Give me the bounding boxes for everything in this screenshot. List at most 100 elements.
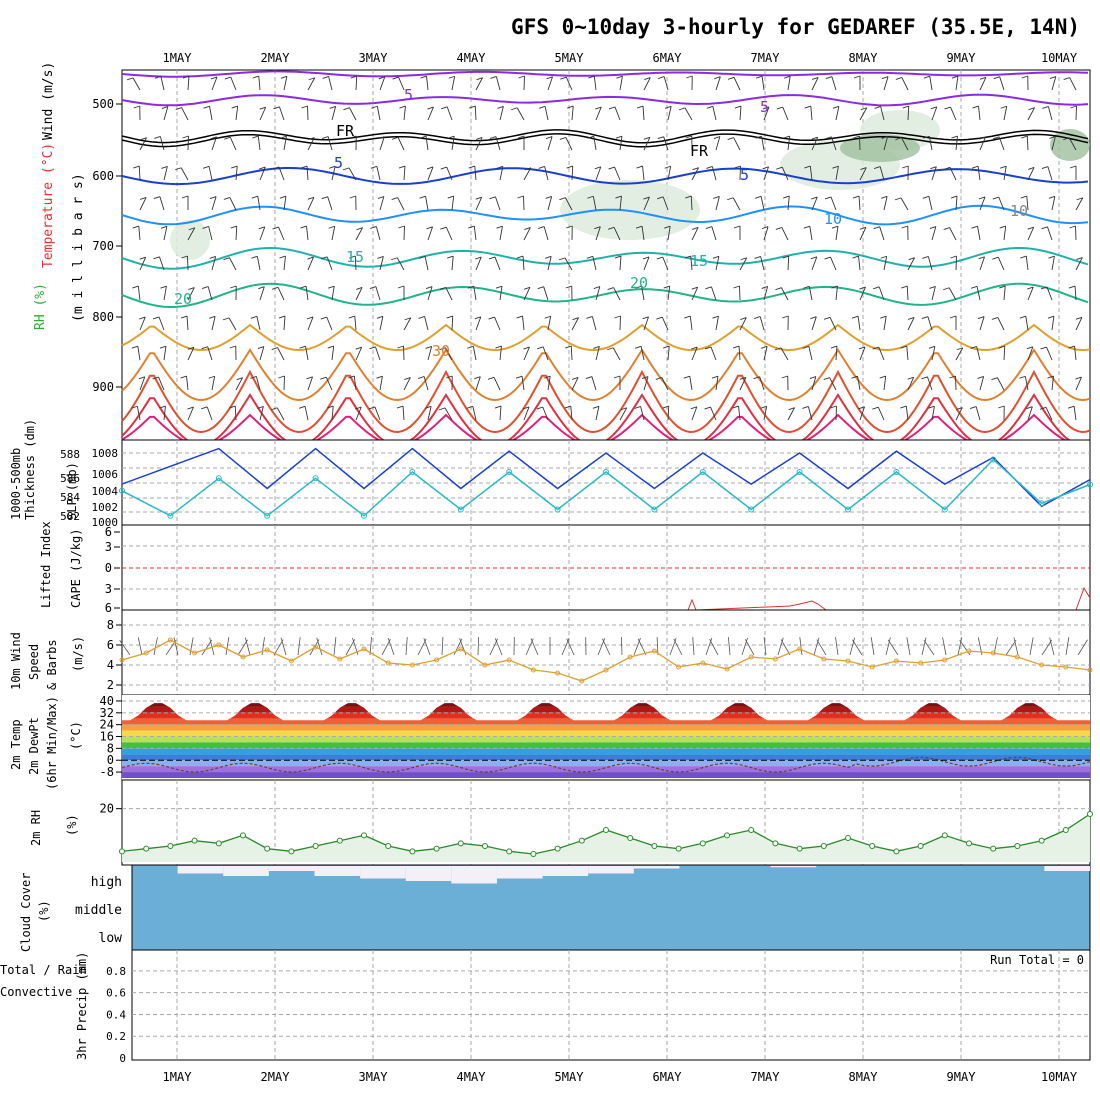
wind-barb: [715, 136, 721, 151]
wind-barb: [662, 256, 669, 271]
wind-barb-flag: [391, 136, 399, 140]
wind-barb: [276, 407, 285, 421]
wind-barb-flag: [951, 135, 958, 139]
wind-barb-flag: [930, 106, 937, 110]
upper-air-panel: 500 600 700 800 900 5 FR 5 5 10 15 15 20 20 30 5 FR 10 R…: [33, 62, 1091, 447]
wind-barb-flag: [999, 225, 1006, 229]
wind-barb-flag: [278, 375, 285, 379]
wind-barb: [732, 197, 741, 211]
wind-barb-flag: [734, 105, 742, 109]
wind-barb-flag: [355, 406, 362, 410]
wind-barb-flag: [587, 135, 594, 139]
wind-barb-flag: [446, 315, 453, 319]
y-tick-label: 8: [107, 618, 114, 632]
precip-panel: 0.8 0.6 0.4 0.2 0 Run Total = 0 Total / Rain…: [0, 949, 1091, 1065]
wind10-barb: [887, 639, 899, 656]
wind-barb-flag: [329, 165, 336, 169]
wind10-barb: [957, 637, 963, 656]
wind-barb-flag: [832, 165, 839, 169]
wind-barb-flag: [860, 167, 867, 170]
wind-barb: [353, 376, 357, 391]
wind-barb: [997, 317, 1005, 331]
wind-barb-flag: [544, 375, 551, 379]
wind-barb: [259, 406, 264, 421]
wind-barb: [565, 137, 573, 151]
wind-barb-flag: [159, 345, 167, 349]
contour-temp: [121, 70, 1089, 78]
wind-barb: [859, 286, 866, 301]
wind-barb: [473, 286, 477, 301]
y-tick-label: 40: [100, 694, 114, 708]
wind-barb-flag: [1042, 106, 1049, 109]
wind10-barb: [673, 638, 683, 656]
wind-barb-flag: [201, 346, 208, 350]
wind-barb: [763, 166, 769, 181]
wind-barb-flag: [545, 196, 552, 199]
wind-barb-flag: [476, 77, 483, 81]
wind-barb-flag: [656, 256, 663, 260]
wind-barb-flag: [991, 316, 999, 320]
wind-barb-flag: [138, 376, 145, 380]
rh2m-point: [724, 832, 730, 839]
wind-barb-flag: [545, 136, 553, 140]
contour-label: 5: [760, 98, 769, 116]
wind-barb-flag: [802, 406, 809, 409]
wind-barb-flag: [944, 106, 951, 110]
wind-barb: [522, 316, 525, 331]
wind-barb-flag: [705, 286, 712, 290]
wind-barb: [571, 165, 574, 181]
wind-barb: [355, 347, 363, 361]
wind-barb-flag: [775, 226, 783, 230]
wind-barb-flag: [257, 405, 264, 409]
wind-barb: [277, 287, 285, 301]
rh2m-point: [554, 845, 561, 852]
wind-barb: [499, 226, 503, 241]
wind10-barb: [423, 637, 431, 656]
wind-barb: [931, 226, 937, 241]
wind-barb-flag: [762, 166, 769, 170]
wind-barb-flag: [511, 107, 518, 111]
wind-barb-flag: [873, 286, 880, 290]
wind-barb-flag: [160, 225, 168, 229]
wind10-barb: [692, 637, 695, 656]
thickness-tick-label: 584: [60, 491, 80, 504]
cloud-level-label: middle: [75, 903, 122, 918]
wind-barb-flag: [692, 167, 699, 171]
wind-barb-flag: [398, 225, 405, 229]
wind-barb-flag: [895, 76, 903, 80]
wind-barb-flag: [496, 225, 503, 229]
rh2m-point: [264, 845, 271, 852]
wind-barb-flag: [350, 135, 357, 139]
wind-barb-flag: [641, 376, 649, 380]
wind-barb-flag: [928, 345, 936, 349]
wind10-barb: [921, 637, 927, 656]
wind-barb: [379, 196, 385, 211]
wind-barb: [878, 346, 885, 361]
wind-barb: [1003, 106, 1008, 121]
wind-barb: [424, 256, 429, 271]
contour-label: FR: [336, 122, 355, 140]
wind-barb-flag: [992, 256, 999, 260]
y-tick-label: 2: [107, 678, 114, 692]
rh2m-point: [845, 835, 851, 841]
wind-barb: [661, 377, 669, 391]
wind-barb: [564, 257, 573, 271]
wind-barb-flag: [236, 377, 243, 381]
wind-barb: [859, 406, 865, 421]
temp-band: [122, 766, 1090, 773]
thickness-line-point: [312, 475, 319, 482]
wind-barb-flag: [704, 346, 712, 350]
wind-barb-flag: [474, 376, 481, 380]
rh2m-point: [772, 840, 779, 847]
wind10-barb: [777, 637, 784, 656]
wind-barb: [880, 106, 885, 121]
rh2m-point: [240, 832, 246, 839]
cloud-high-gap: [451, 866, 497, 884]
wind-barb: [211, 136, 217, 151]
wind-barb: [955, 407, 963, 421]
wind-barb: [928, 196, 933, 211]
wind-barb: [1051, 196, 1056, 211]
wind-barb: [163, 406, 166, 421]
wind-barb: [1046, 346, 1053, 361]
wind-barb-flag: [1075, 376, 1082, 380]
